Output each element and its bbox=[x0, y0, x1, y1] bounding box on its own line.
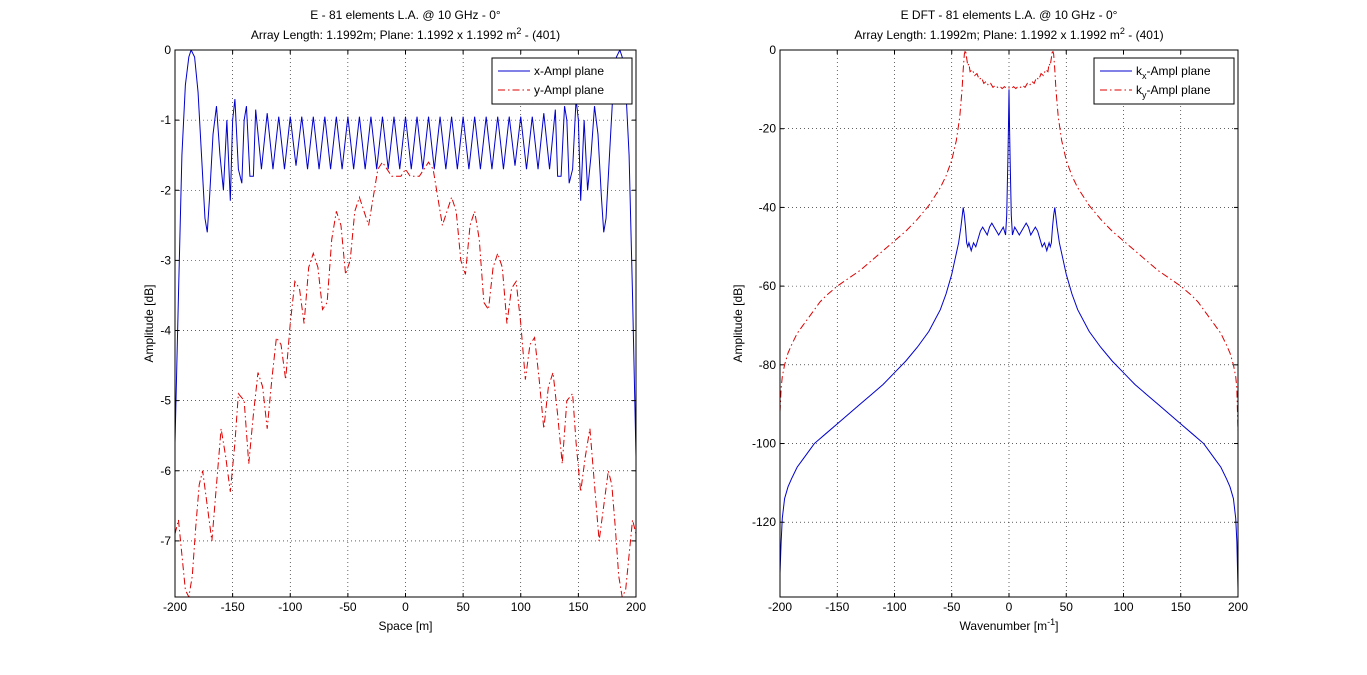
x-tick-label: 50 bbox=[456, 600, 470, 614]
series-line-ky-1 bbox=[780, 50, 1238, 432]
y-tick-label: -6 bbox=[160, 464, 171, 478]
x-tick-label: 200 bbox=[626, 600, 646, 614]
legend-entry-label: x-Ampl plane bbox=[534, 64, 604, 78]
y-tick-label: -40 bbox=[759, 200, 777, 214]
y-tick-label: -80 bbox=[759, 358, 777, 372]
series-line-kx-0 bbox=[780, 89, 1238, 590]
chart-title: E DFT - 81 elements L.A. @ 10 GHz - 0° bbox=[901, 8, 1118, 22]
y-tick-label: -20 bbox=[759, 122, 777, 136]
legend-entry-label: ky-Ampl plane bbox=[1136, 83, 1211, 100]
x-axis-label: Wavenumber [m-1] bbox=[960, 617, 1059, 633]
x-tick-label: -50 bbox=[339, 600, 357, 614]
legend: kx-Ampl plane ky-Ampl plane bbox=[1093, 57, 1235, 105]
legend-entry-label: kx-Ampl plane bbox=[1136, 64, 1211, 81]
x-tick-label: 100 bbox=[511, 600, 531, 614]
chart-2: -200 -150 -100 -50 0 50 100 150 200 0 -20 -40 -60 -80… bbox=[731, 8, 1248, 633]
y-axis-label: Amplitude [dB] bbox=[731, 284, 745, 362]
chart-title: E - 81 elements L.A. @ 10 GHz - 0° bbox=[310, 8, 501, 22]
legend-entry-label: y-Ampl plane bbox=[534, 83, 604, 97]
x-tick-label: -50 bbox=[943, 600, 961, 614]
x-tick-label: 0 bbox=[402, 600, 409, 614]
y-tick-label: -3 bbox=[160, 253, 171, 267]
y-tick-label: 0 bbox=[769, 43, 776, 57]
x-tick-label: 200 bbox=[1228, 600, 1248, 614]
y-axis-label: Amplitude [dB] bbox=[142, 284, 156, 362]
x-axis-label: Space [m] bbox=[378, 619, 432, 633]
y-tick-label: -60 bbox=[759, 279, 777, 293]
x-tick-label: 100 bbox=[1113, 600, 1133, 614]
chart-subtitle: Array Length: 1.1992m; Plane: 1.1992 x 1… bbox=[251, 26, 560, 42]
legend: x-Ampl plane y-Ampl plane bbox=[491, 57, 633, 105]
legend-box bbox=[491, 57, 633, 105]
x-tick-label: -100 bbox=[882, 600, 906, 614]
chart-1: -200 -150 -100 -50 0 50 100 150 200 0 -1 -2 -3 -4 -5 -6… bbox=[142, 8, 646, 633]
y-tick-label: -100 bbox=[752, 437, 776, 451]
y-tick-label: -1 bbox=[160, 113, 171, 127]
y-tick-label: 0 bbox=[164, 43, 171, 57]
x-tick-label: 150 bbox=[1171, 600, 1191, 614]
plot-area bbox=[175, 50, 636, 597]
y-tick-label: -7 bbox=[160, 534, 171, 548]
chart-subtitle: Array Length: 1.1992m; Plane: 1.1992 x 1… bbox=[854, 26, 1163, 42]
y-tick-label: -4 bbox=[160, 324, 171, 338]
x-tick-label: 0 bbox=[1006, 600, 1013, 614]
x-tick-label: -200 bbox=[163, 600, 187, 614]
y-tick-label: -5 bbox=[160, 394, 171, 408]
x-tick-label: 50 bbox=[1060, 600, 1074, 614]
plot-area bbox=[780, 50, 1238, 597]
x-tick-label: 150 bbox=[568, 600, 588, 614]
x-tick-label: -100 bbox=[278, 600, 302, 614]
x-tick-label: -150 bbox=[825, 600, 849, 614]
series-line-x-ampl-plane-0 bbox=[175, 50, 636, 457]
x-tick-label: -200 bbox=[768, 600, 792, 614]
series-line-y-ampl-plane-1 bbox=[175, 161, 636, 597]
y-tick-label: -2 bbox=[160, 183, 171, 197]
x-tick-label: -150 bbox=[221, 600, 245, 614]
legend-box bbox=[1093, 57, 1235, 105]
y-tick-label: -120 bbox=[752, 515, 776, 529]
